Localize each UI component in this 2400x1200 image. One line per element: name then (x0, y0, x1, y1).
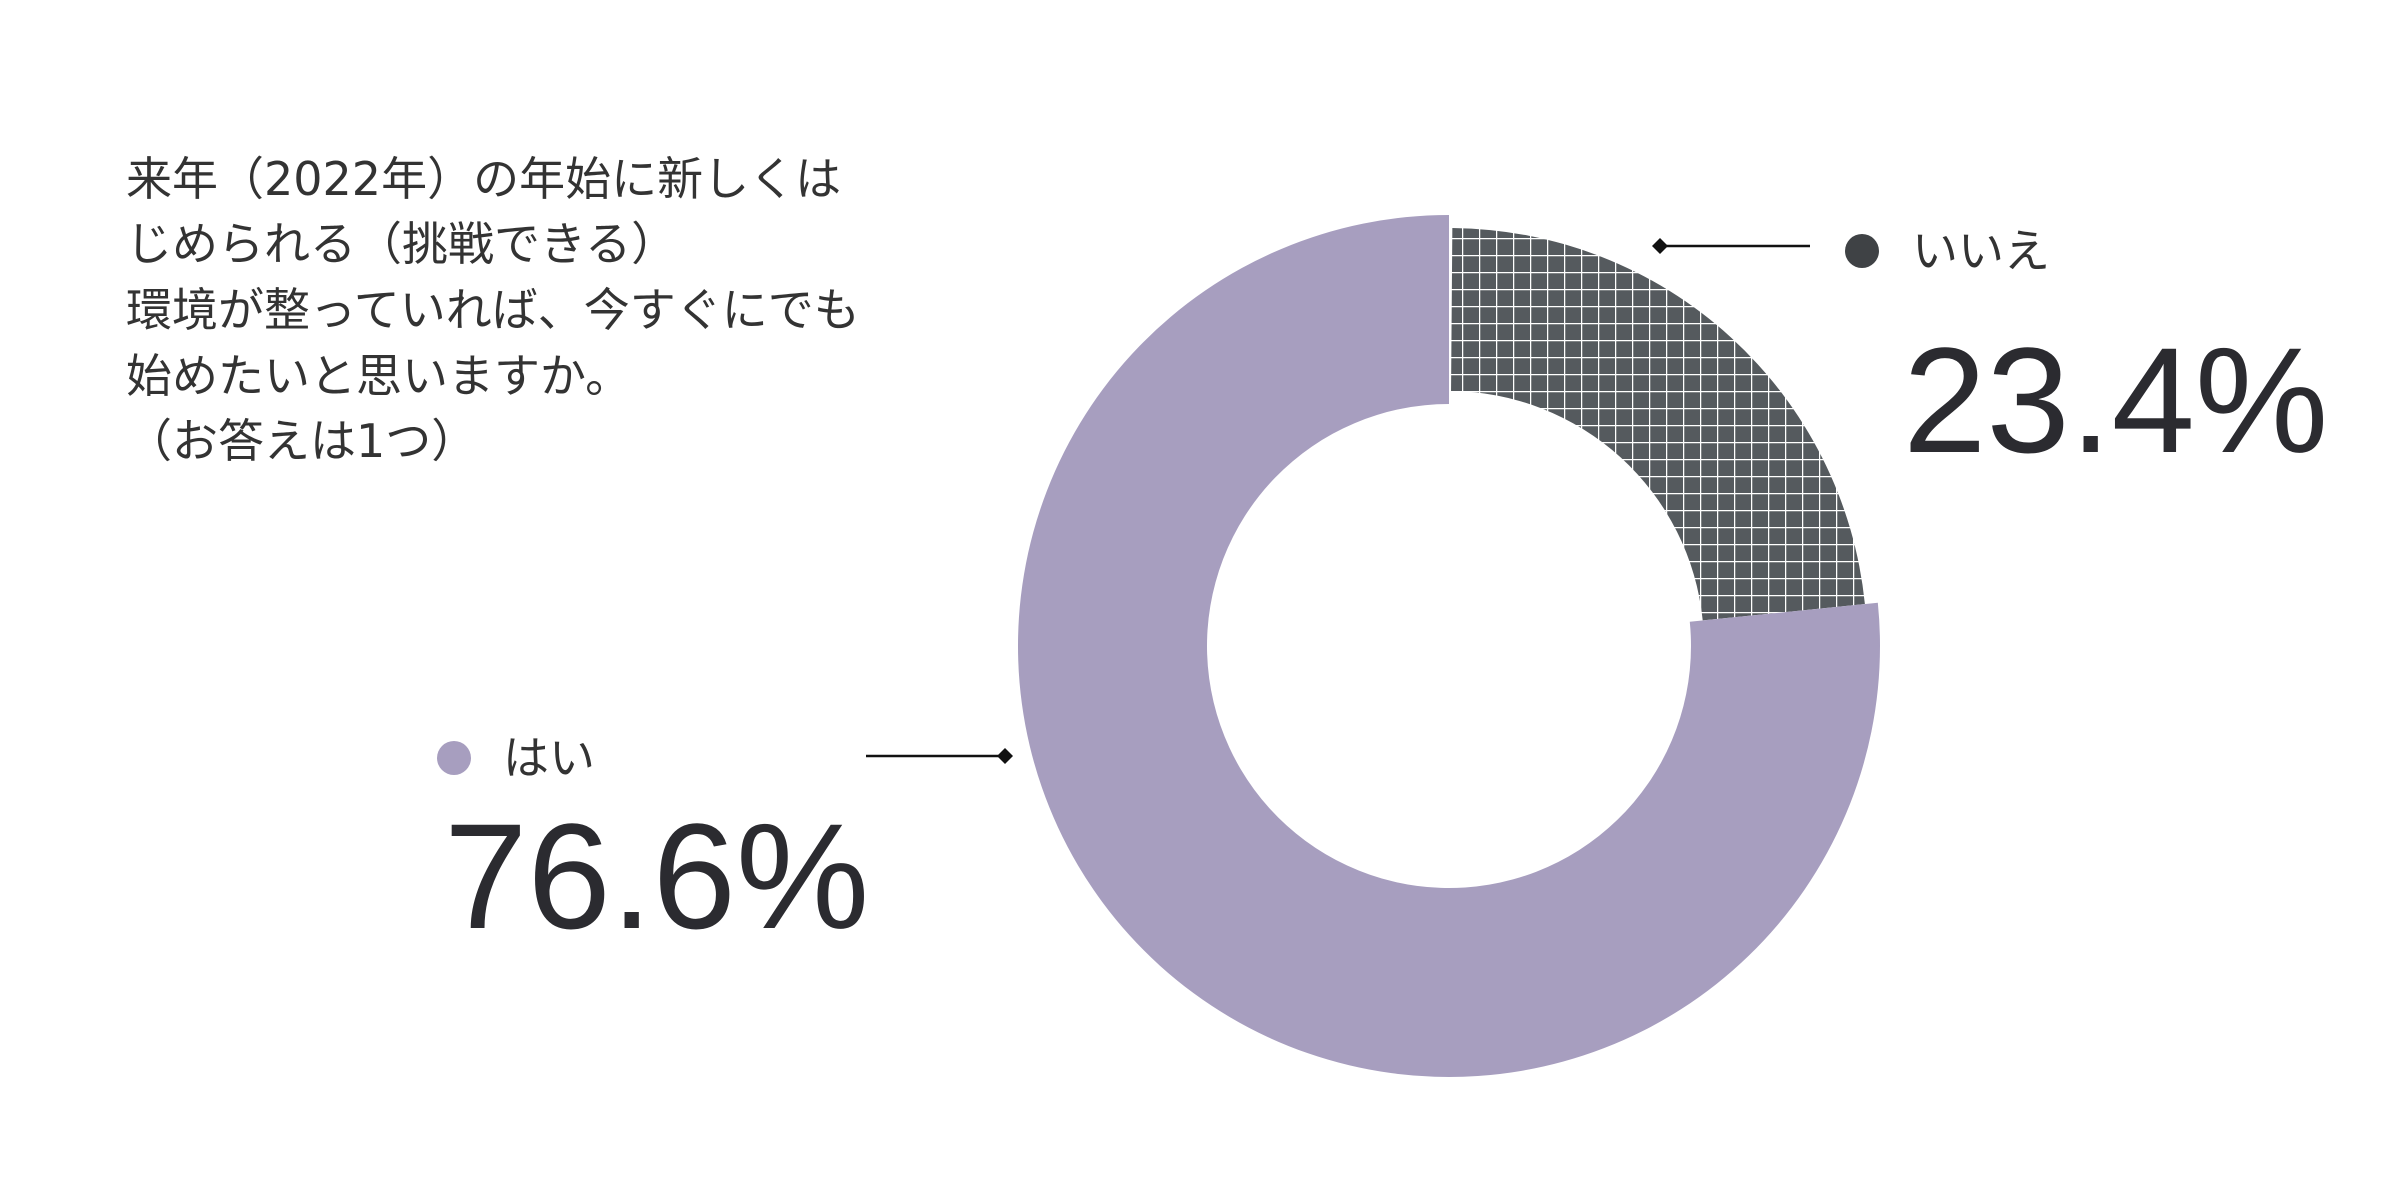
slice (1451, 228, 1865, 621)
legend-label: はい (503, 731, 595, 785)
value-label: 23.4% (1903, 316, 2328, 484)
title-line: （お答えは1つ） (126, 414, 477, 468)
legend-dot (437, 741, 471, 775)
labels: いいえ 23.4% はい 76.6% (437, 224, 2328, 960)
title-line: 来年（2022年）の年始に新しくは (126, 152, 841, 206)
leader-diamond (1652, 238, 1668, 254)
title-line: じめられる（挑戦できる） (126, 217, 677, 271)
slice (1017, 215, 1880, 1077)
slices (1017, 215, 1880, 1077)
legend-label: いいえ (1912, 224, 2050, 278)
title-line: 始めたいと思いますか。 (126, 349, 631, 403)
leader-diamond (997, 748, 1013, 764)
legend-dot (1845, 234, 1879, 268)
value-label: 76.6% (444, 792, 869, 960)
title-line: 環境が整っていれば、今すぐにでも (126, 283, 860, 337)
